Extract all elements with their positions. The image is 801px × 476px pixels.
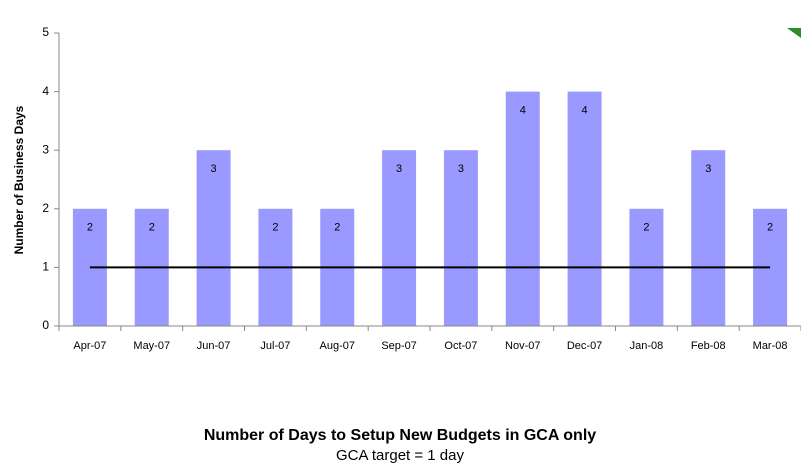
data-label: 2 (643, 222, 649, 234)
x-tick-label: Feb-08 (691, 340, 726, 352)
x-tick-label: Mar-08 (753, 340, 788, 352)
data-label: 3 (211, 163, 217, 175)
x-tick-label: Oct-07 (444, 340, 477, 352)
bar (196, 150, 231, 326)
x-tick-label: Nov-07 (505, 340, 540, 352)
y-tick-label: 0 (42, 318, 49, 332)
y-tick-label: 3 (42, 142, 49, 156)
chart-subtitle: GCA target = 1 day (336, 447, 464, 464)
x-tick-label: Apr-07 (73, 340, 106, 352)
corner-marker (787, 28, 801, 38)
y-tick-label: 1 (42, 260, 49, 274)
data-label: 2 (272, 222, 278, 234)
x-tick-label: Sep-07 (381, 340, 416, 352)
bar (505, 91, 540, 326)
bar (567, 91, 602, 326)
data-label: 2 (767, 222, 773, 234)
data-label: 2 (149, 222, 155, 234)
bar (382, 150, 417, 326)
bar (443, 150, 478, 326)
data-label: 2 (334, 222, 340, 234)
x-tick-label: Jul-07 (260, 340, 290, 352)
x-tick-label: May-07 (133, 340, 170, 352)
x-tick-label: Dec-07 (567, 340, 602, 352)
data-label: 3 (396, 163, 402, 175)
chart-title: Number of Days to Setup New Budgets in G… (204, 427, 596, 444)
data-label: 2 (87, 222, 93, 234)
y-tick-label: 2 (42, 201, 49, 215)
x-tick-label: Jan-08 (630, 340, 664, 352)
data-label: 4 (582, 105, 588, 117)
data-label: 4 (520, 105, 526, 117)
x-tick-label: Jun-07 (197, 340, 231, 352)
data-label: 3 (705, 163, 711, 175)
bar (691, 150, 726, 326)
y-tick-label: 5 (42, 25, 49, 39)
data-label: 3 (458, 163, 464, 175)
y-tick-label: 4 (42, 84, 49, 98)
x-tick-label: Aug-07 (320, 340, 355, 352)
y-axis-label: Number of Business Days (12, 105, 26, 254)
